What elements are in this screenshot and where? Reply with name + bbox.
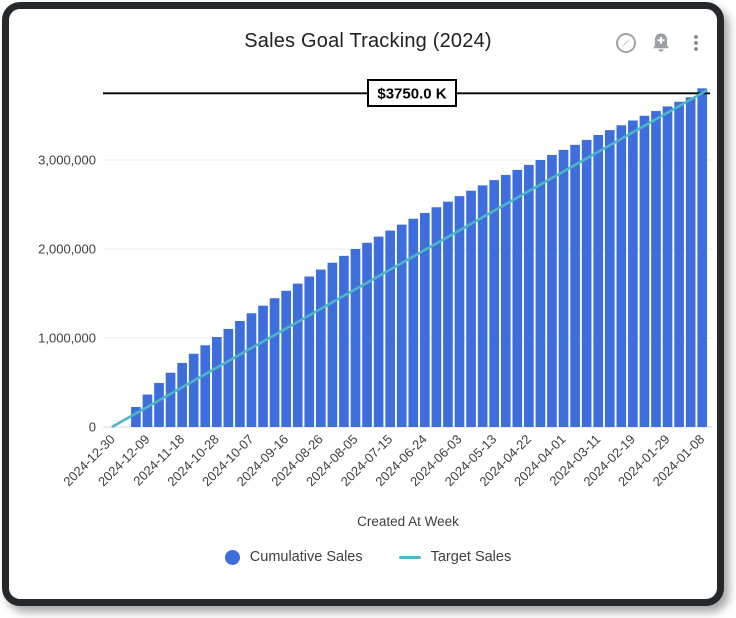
goal-annotation: $3750.0 K	[367, 79, 457, 107]
goal-annotation-label: $3750.0 K	[377, 86, 446, 103]
bar-2024-04-29[interactable]	[512, 169, 523, 427]
bar-2024-09-09[interactable]	[292, 283, 303, 427]
bar-2024-11-25[interactable]	[165, 372, 176, 427]
bar-2024-10-14[interactable]	[235, 321, 245, 427]
card-toolbar	[612, 29, 709, 56]
bar-2024-06-10[interactable]	[443, 201, 453, 427]
bar-2024-11-18[interactable]	[177, 362, 187, 427]
bar-2024-04-22[interactable]	[524, 164, 534, 427]
bar-2024-02-26[interactable]	[616, 125, 627, 427]
legend-line-swatch	[398, 555, 421, 559]
chart-plot-area: 0 1,000,000 2,000,000 3,000,000 2024-12-302…	[38, 79, 712, 529]
bar-2024-01-22[interactable]	[674, 101, 684, 427]
legend: Cumulative Sales Target Sales	[0, 549, 736, 565]
bar-2024-03-25[interactable]	[570, 144, 580, 427]
bar-2024-08-12[interactable]	[339, 255, 349, 427]
goal-annotation-box	[367, 79, 457, 107]
bar-2024-12-16[interactable]	[131, 406, 141, 427]
bars-cumulative-sales	[131, 88, 708, 428]
bar-2024-05-06[interactable]	[500, 174, 511, 427]
y-tick-label: 2,000,000	[38, 242, 96, 257]
bar-2024-03-04[interactable]	[604, 130, 615, 427]
bar-2024-06-24[interactable]	[420, 212, 430, 427]
legend-item-cumulative-sales[interactable]: Cumulative Sales	[224, 549, 363, 565]
bar-2024-12-09[interactable]	[142, 394, 153, 427]
bar-2024-01-08[interactable]	[697, 88, 708, 428]
bar-2024-12-02[interactable]	[154, 382, 164, 427]
bar-2024-07-01[interactable]	[408, 218, 419, 427]
compass-icon-glyph	[615, 32, 636, 53]
bar-2024-08-26[interactable]	[315, 269, 326, 427]
bar-2024-09-23[interactable]	[269, 298, 280, 427]
legend-circle-swatch	[224, 549, 240, 565]
bar-2024-06-03[interactable]	[454, 196, 465, 427]
bar-2024-02-12[interactable]	[639, 115, 650, 428]
explore-icon[interactable]	[612, 29, 639, 56]
bar-2024-05-27[interactable]	[466, 190, 476, 427]
bar-2024-08-05[interactable]	[350, 249, 361, 427]
x-axis-title: Created At Week	[357, 514, 459, 529]
bar-2024-10-07[interactable]	[246, 313, 257, 427]
chart-title: Sales Goal Tracking (2024)	[244, 30, 492, 52]
bar-2024-04-15[interactable]	[535, 160, 546, 427]
bar-2024-10-21[interactable]	[223, 328, 234, 427]
bar-2024-09-16[interactable]	[281, 290, 291, 427]
bar-2024-10-28[interactable]	[211, 337, 222, 427]
bar-2024-05-20[interactable]	[477, 185, 488, 427]
legend-label-target-sales: Target Sales	[430, 549, 512, 565]
bar-2024-07-08[interactable]	[396, 224, 407, 427]
bar-2024-04-01[interactable]	[558, 149, 569, 427]
y-axis-labels: 0 1,000,000 2,000,000 3,000,000	[38, 153, 96, 435]
bar-2024-08-19[interactable]	[327, 262, 338, 427]
bar-2024-01-29[interactable]	[662, 106, 673, 428]
bar-2024-02-05[interactable]	[651, 111, 661, 428]
add-alert-icon[interactable]	[647, 29, 674, 56]
target-sales-line	[111, 89, 708, 428]
bar-2024-02-19[interactable]	[628, 120, 638, 427]
bell-plus-icon-glyph	[652, 32, 669, 52]
bar-2024-01-15[interactable]	[685, 97, 696, 427]
bar-2024-11-04[interactable]	[200, 345, 211, 427]
bar-2024-03-11[interactable]	[593, 134, 604, 428]
kebab-menu-icon[interactable]	[682, 29, 709, 56]
bar-2024-09-30[interactable]	[258, 305, 268, 427]
y-tick-label: 0	[89, 420, 96, 435]
bar-2024-11-11[interactable]	[188, 353, 199, 427]
bar-2024-07-15[interactable]	[385, 230, 395, 427]
bar-2024-05-13[interactable]	[489, 180, 500, 427]
three-dots-icon-glyph	[693, 34, 698, 51]
bar-2024-09-02[interactable]	[304, 276, 315, 428]
y-tick-label: 3,000,000	[38, 153, 96, 168]
target-line-path	[111, 89, 708, 428]
bar-2024-07-29[interactable]	[362, 242, 372, 427]
y-tick-label: 1,000,000	[38, 331, 96, 346]
bar-2024-06-17[interactable]	[431, 207, 442, 427]
bar-2024-04-08[interactable]	[547, 154, 557, 427]
legend-item-target-sales[interactable]: Target Sales	[398, 549, 512, 565]
bar-2024-03-18[interactable]	[581, 139, 592, 427]
legend-label-cumulative-sales: Cumulative Sales	[249, 549, 363, 565]
x-axis-labels: 2024-12-302024-12-092024-11-182024-10-28…	[60, 432, 707, 490]
bar-2024-07-22[interactable]	[373, 236, 384, 427]
